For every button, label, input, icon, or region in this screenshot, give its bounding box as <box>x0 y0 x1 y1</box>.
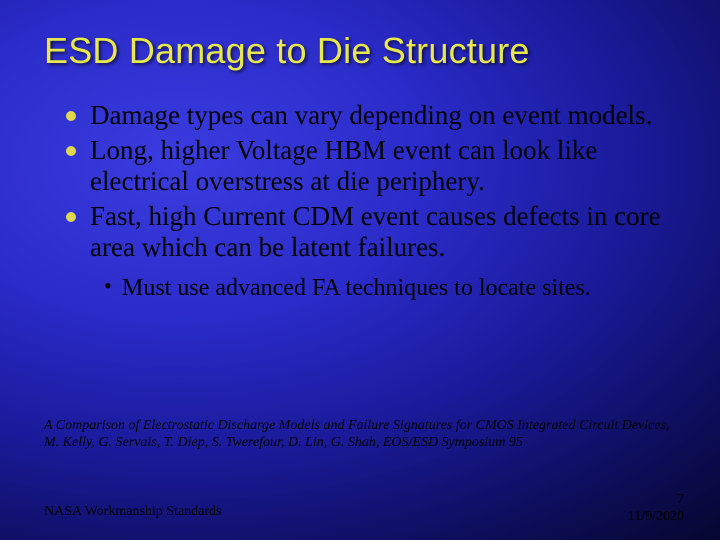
slide: ESD Damage to Die Structure Damage types… <box>0 0 720 540</box>
citation-text: A Comparison of Electrostatic Discharge … <box>44 418 676 452</box>
slide-title: ESD Damage to Die Structure <box>44 30 676 72</box>
footer-date: 11/9/2020 <box>628 509 684 526</box>
bullet-list: Damage types can vary depending on event… <box>44 100 676 264</box>
sub-bullet-list: Must use advanced FA techniques to locat… <box>44 274 676 303</box>
bullet-item: Damage types can vary depending on event… <box>66 100 676 132</box>
bullet-item: Fast, high Current CDM event causes defe… <box>66 201 676 264</box>
footer-right: 7 11/9/2020 <box>628 492 684 526</box>
footer-left: NASA Workmanship Standards <box>44 504 222 520</box>
sub-bullet-item: Must use advanced FA techniques to locat… <box>104 274 676 303</box>
bullet-item: Long, higher Voltage HBM event can look … <box>66 135 676 198</box>
page-number: 7 <box>628 492 684 509</box>
